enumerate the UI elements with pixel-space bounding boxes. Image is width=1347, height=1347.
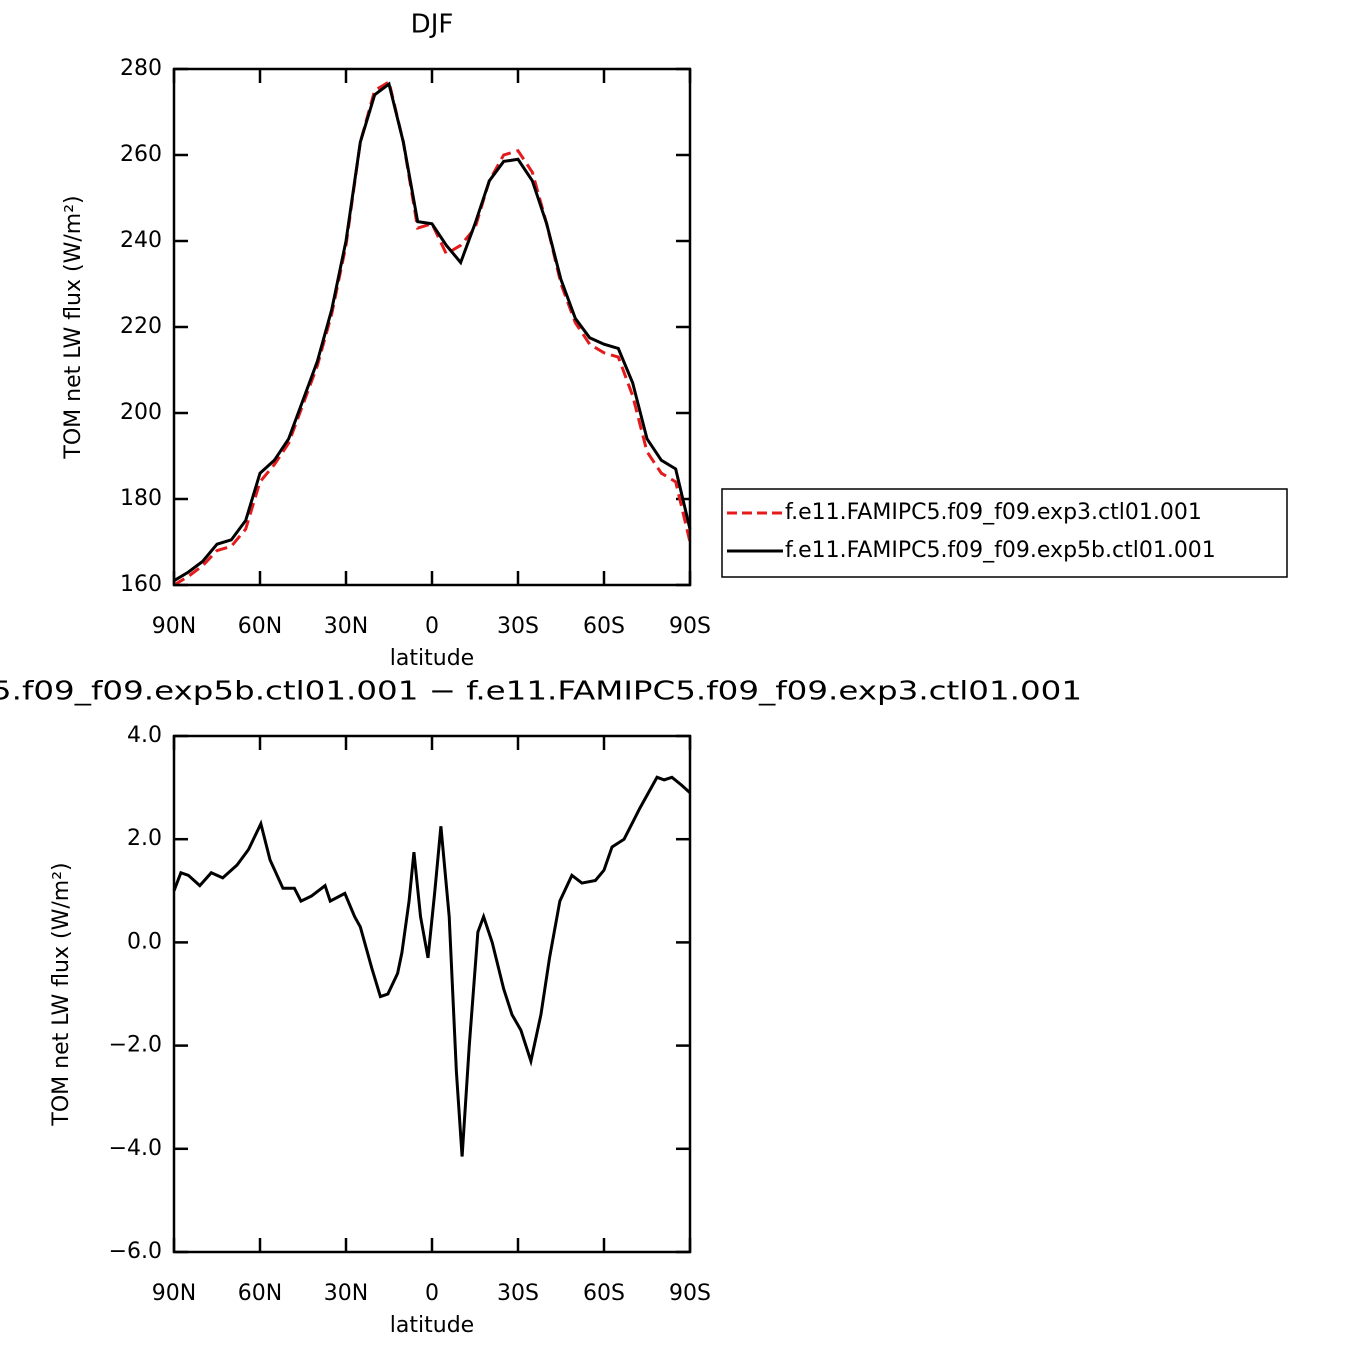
x-axis-label: latitude: [390, 1313, 474, 1338]
y-tick-label: −6.0: [109, 1239, 162, 1264]
y-tick-label: 220: [120, 314, 162, 339]
x-tick-label: 30N: [324, 1281, 368, 1306]
x-tick-label: 60N: [238, 614, 282, 639]
x-tick-label: 90S: [669, 1281, 711, 1306]
legend-box: [721, 488, 1288, 578]
y-tick-label: 2.0: [127, 826, 162, 851]
y-tick-label: 160: [120, 572, 162, 597]
y-tick-label: 4.0: [127, 723, 162, 748]
chart-title: DJF: [411, 10, 454, 40]
legend-label: f.e11.FAMIPC5.f09_f09.exp3.ctl01.001: [785, 500, 1202, 525]
y-tick-label: 240: [120, 228, 162, 253]
x-tick-label: 90S: [669, 614, 711, 639]
x-tick-label: 90N: [152, 614, 196, 639]
x-tick-label: 60N: [238, 1281, 282, 1306]
y-axis-label: TOM net LW flux (W/m²): [49, 862, 74, 1126]
x-tick-label: 0: [425, 614, 439, 639]
x-tick-label: 60S: [583, 1281, 625, 1306]
y-tick-label: 260: [120, 142, 162, 167]
y-tick-label: 0.0: [127, 929, 162, 954]
legend-label: f.e11.FAMIPC5.f09_f09.exp5b.ctl01.001: [785, 538, 1216, 563]
y-tick-label: 180: [120, 486, 162, 511]
data-line: [173, 81, 692, 582]
x-tick-label: 30S: [497, 614, 539, 639]
y-axis-label: TOM net LW flux (W/m²): [61, 195, 86, 459]
x-tick-label: 0: [425, 1281, 439, 1306]
plot-frame: [172, 67, 692, 587]
y-tick-label: −2.0: [109, 1033, 162, 1058]
y-tick-label: 200: [120, 400, 162, 425]
x-axis-label: latitude: [390, 646, 474, 671]
x-tick-label: 30N: [324, 614, 368, 639]
plot-frame: [172, 734, 692, 1254]
y-tick-label: −4.0: [109, 1136, 162, 1161]
x-tick-label: 30S: [497, 1281, 539, 1306]
chart-title: f.e11.FAMIPC5.f09_f09.exp5b.ctl01.001 − …: [0, 677, 1082, 707]
data-line: [172, 775, 692, 1157]
y-tick-label: 280: [120, 56, 162, 81]
x-tick-label: 60S: [583, 614, 625, 639]
data-line: [173, 79, 692, 587]
x-tick-label: 90N: [152, 1281, 196, 1306]
